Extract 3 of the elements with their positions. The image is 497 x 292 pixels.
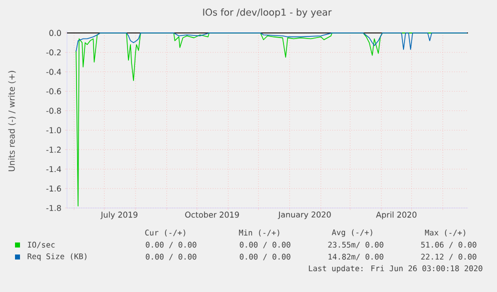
line-series [76, 32, 468, 52]
chart-title: IOs for /dev/loop1 - by year [203, 8, 332, 18]
y-axis-title: Units read (-) / write (+) [8, 70, 16, 172]
